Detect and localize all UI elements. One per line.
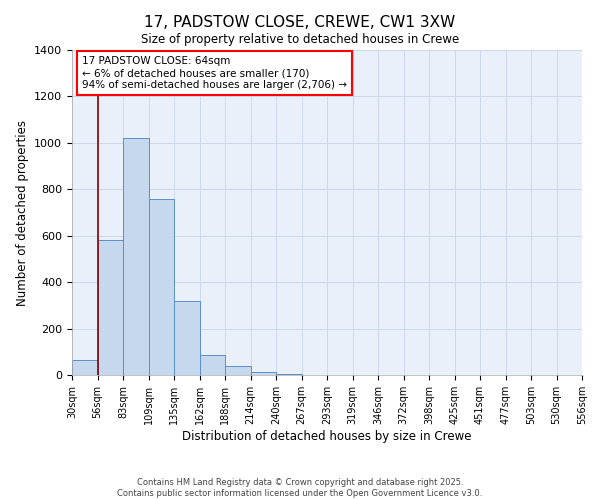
Text: 17, PADSTOW CLOSE, CREWE, CW1 3XW: 17, PADSTOW CLOSE, CREWE, CW1 3XW [145,15,455,30]
Text: Contains HM Land Registry data © Crown copyright and database right 2025.
Contai: Contains HM Land Registry data © Crown c… [118,478,482,498]
Bar [199,356,225,375]
Bar [174,300,199,375]
Bar [123,138,149,375]
Bar [72,360,97,375]
Bar [251,372,276,375]
Y-axis label: Number of detached properties: Number of detached properties [16,120,29,306]
Text: Size of property relative to detached houses in Crewe: Size of property relative to detached ho… [141,32,459,46]
Text: 17 PADSTOW CLOSE: 64sqm
← 6% of detached houses are smaller (170)
94% of semi-de: 17 PADSTOW CLOSE: 64sqm ← 6% of detached… [82,56,347,90]
Bar [276,374,302,375]
Bar [97,240,123,375]
X-axis label: Distribution of detached houses by size in Crewe: Distribution of detached houses by size … [182,430,472,442]
Bar [149,198,174,375]
Bar [225,366,251,375]
